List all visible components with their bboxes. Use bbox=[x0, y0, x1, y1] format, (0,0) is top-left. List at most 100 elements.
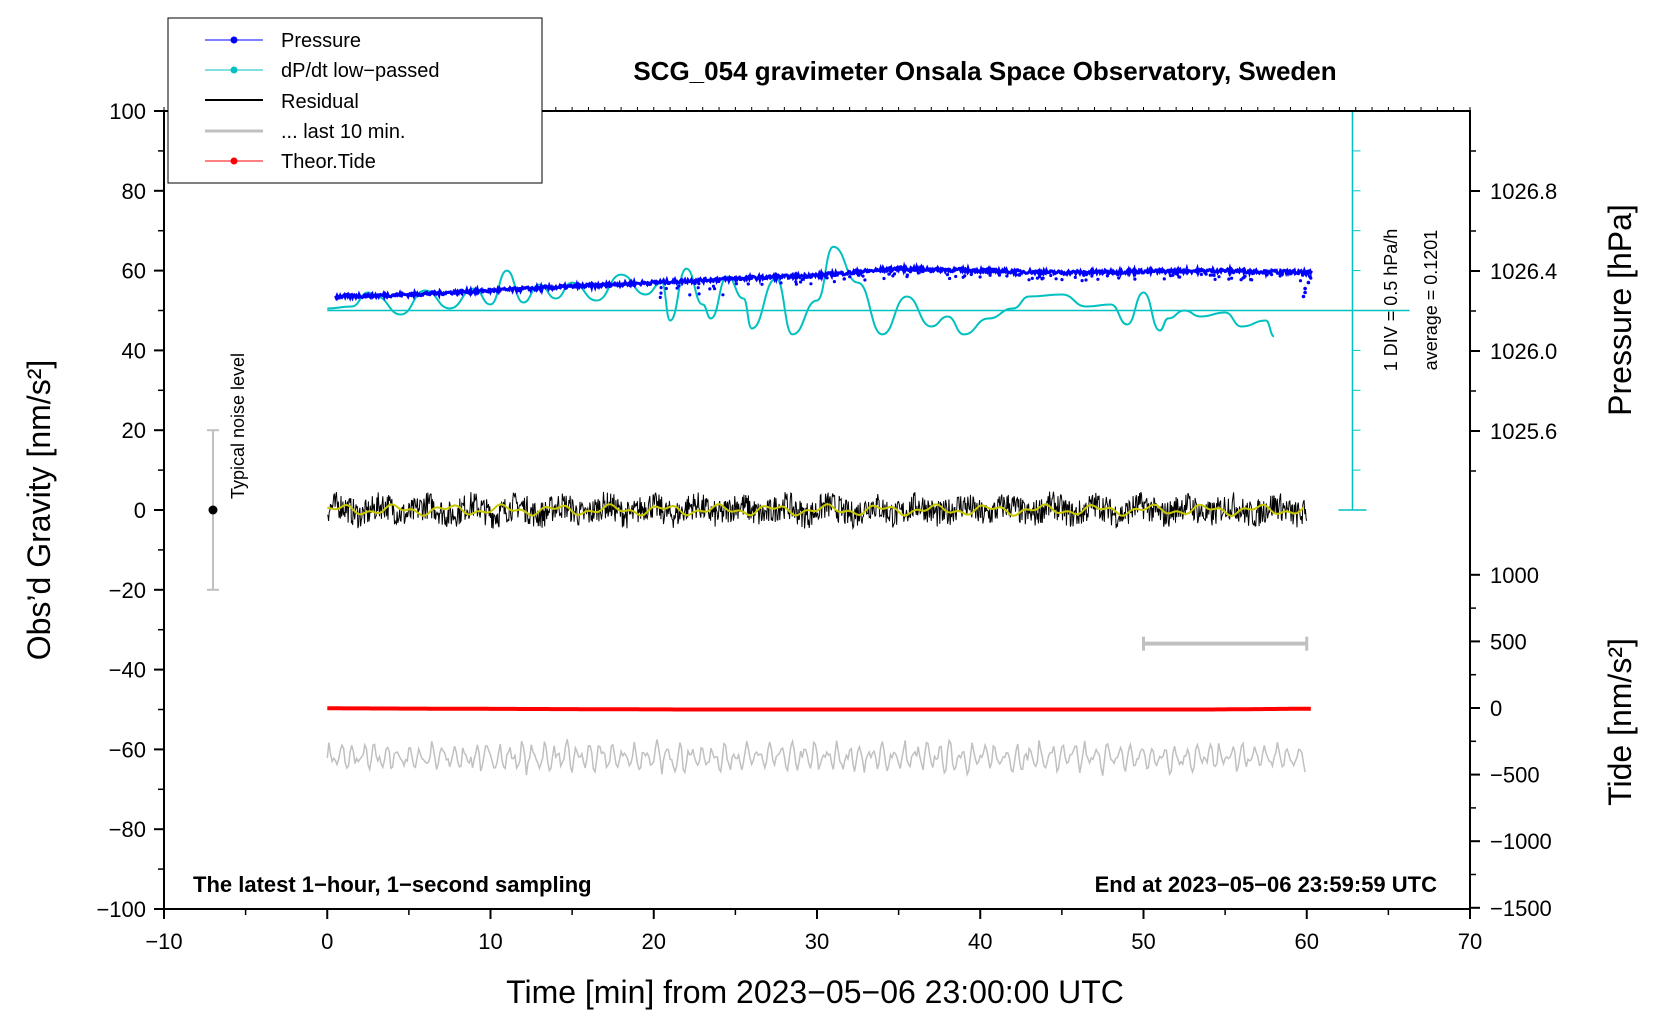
pressure-scatter-dot bbox=[1090, 274, 1094, 278]
tide-axis-title: Tide [nm/s²] bbox=[1602, 638, 1638, 806]
pressure-scatter-dot bbox=[903, 268, 907, 273]
pressure-scatter-dot bbox=[978, 275, 982, 279]
pressure-scatter-dot bbox=[1084, 278, 1088, 282]
pressure-scatter-dot bbox=[889, 268, 893, 272]
pressure-scatter-dot bbox=[842, 277, 846, 281]
pressure-scatter-dot bbox=[997, 273, 1002, 277]
pressure-scatter-dot bbox=[1301, 273, 1305, 277]
pressure-tick-label: 1026.0 bbox=[1490, 339, 1557, 364]
pressure-scatter-dot bbox=[1030, 276, 1034, 280]
pressure-scatter-dot bbox=[1133, 277, 1137, 281]
pressure-scatter-dot bbox=[916, 271, 921, 275]
pressure-scatter-dot bbox=[819, 276, 823, 280]
pressure-scatter-dot bbox=[1230, 269, 1234, 273]
y-tick-label: −20 bbox=[109, 578, 146, 603]
x-tick-label: 20 bbox=[642, 929, 666, 954]
pressure-scatter-dot bbox=[887, 272, 891, 276]
pressure-scatter-dot bbox=[1213, 277, 1217, 281]
y-tick-label: 20 bbox=[122, 418, 146, 443]
pressure-scatter-dot bbox=[1301, 294, 1306, 299]
pressure-scatter-dot bbox=[667, 281, 671, 285]
pressure-scatter-dot bbox=[1049, 273, 1053, 278]
pressure-scatter-dot bbox=[1239, 278, 1243, 282]
noise-label: Typical noise level bbox=[228, 353, 248, 499]
pressure-scatter-dot bbox=[1162, 277, 1166, 281]
legend-label-tide: Theor.Tide bbox=[281, 151, 376, 173]
pressure-line bbox=[334, 261, 1313, 302]
pressure-scatter-dot bbox=[1175, 272, 1179, 276]
pressure-scatter-dot bbox=[1054, 277, 1058, 281]
pressure-scatter-dot bbox=[1230, 276, 1234, 280]
legend-label-dpdt: dP/dt low−passed bbox=[281, 60, 439, 82]
pressure-scatter-dot bbox=[834, 273, 839, 277]
pressure-scatter-dot bbox=[1053, 271, 1057, 275]
pressure-scatter-dot bbox=[1306, 280, 1311, 285]
tide-tick-label: −500 bbox=[1490, 763, 1540, 788]
pressure-scatter-dot bbox=[1040, 277, 1044, 281]
right-note: End at 2023−05−06 23:59:59 UTC bbox=[1095, 872, 1438, 897]
div-label: 1 DIV = 0.5 hPa/h bbox=[1381, 229, 1401, 372]
y-tick-label: 0 bbox=[134, 498, 146, 523]
pressure-scatter-dot bbox=[861, 274, 865, 278]
pressure-scatter-dot bbox=[1014, 273, 1019, 277]
pressure-scatter-dot bbox=[1105, 274, 1109, 278]
pressure-scatter-dot bbox=[1027, 278, 1031, 282]
pressure-scatter-dot bbox=[905, 273, 910, 277]
pressure-scatter-dot bbox=[658, 295, 662, 299]
y-tick-label: 100 bbox=[109, 99, 146, 124]
y-tick-label: −60 bbox=[109, 737, 146, 762]
pressure-scatter-dot bbox=[988, 273, 992, 277]
pressure-scatter-dot bbox=[857, 273, 861, 277]
pressure-scatter-dot bbox=[697, 292, 701, 296]
tide-tick-label: 0 bbox=[1490, 696, 1502, 721]
y-tick-label: −80 bbox=[109, 817, 146, 842]
pressure-scatter-dot bbox=[1196, 269, 1200, 273]
last10-residual-line bbox=[326, 738, 1306, 778]
pressure-scatter-dot bbox=[1005, 274, 1009, 278]
series-layer bbox=[206, 110, 1410, 778]
pressure-scatter-dot bbox=[794, 282, 799, 286]
pressure-scatter-dot bbox=[717, 279, 721, 284]
tide-tick-label: −1000 bbox=[1490, 829, 1552, 854]
y-tick-label: 80 bbox=[122, 179, 146, 204]
pressure-scatter-dot bbox=[713, 287, 717, 291]
pressure-scatter-dot bbox=[1017, 273, 1022, 277]
pressure-scatter-dot bbox=[1117, 276, 1121, 280]
x-tick-label: 50 bbox=[1131, 929, 1155, 954]
pressure-scatter-dot bbox=[969, 272, 973, 277]
legend-marker-tide bbox=[230, 157, 238, 165]
pressure-scatter-dot bbox=[1265, 273, 1269, 277]
pressure-scatter-dot bbox=[832, 280, 837, 284]
noise-center-dot bbox=[208, 505, 218, 515]
pressure-scatter-dot bbox=[1009, 271, 1013, 275]
y-tick-label: 40 bbox=[122, 338, 146, 363]
pressure-scatter-dot bbox=[891, 274, 895, 278]
pressure-scatter-dot bbox=[879, 268, 883, 272]
x-tick-label: 70 bbox=[1458, 929, 1482, 954]
pressure-scatter-dot bbox=[1249, 277, 1253, 282]
legend-label-residual: Residual bbox=[281, 91, 359, 113]
pressure-tick-label: 1025.6 bbox=[1490, 419, 1557, 444]
residual-line bbox=[327, 491, 1308, 531]
pressure-scatter-dot bbox=[1073, 275, 1077, 279]
x-tick-label: 40 bbox=[968, 929, 992, 954]
x-axis-title: Time [min] from 2023−05−06 23:00:00 UTC bbox=[506, 974, 1124, 1010]
legend-marker-pressure bbox=[230, 36, 238, 44]
pressure-scatter-dot bbox=[848, 275, 852, 279]
pressure-scatter-dot bbox=[696, 286, 700, 290]
pressure-scatter-dot bbox=[734, 282, 739, 286]
pressure-scatter-dot bbox=[1060, 278, 1064, 282]
pressure-scatter-dot bbox=[954, 274, 958, 279]
pressure-scatter-dot bbox=[1278, 274, 1282, 278]
residual-smooth-line bbox=[327, 502, 1305, 518]
pressure-scatter-dot bbox=[882, 276, 886, 281]
pressure-scatter-dot bbox=[908, 270, 913, 274]
pressure-scatter-dot bbox=[945, 273, 950, 277]
legend: Pressure dP/dt low−passed Residual ... l… bbox=[167, 17, 543, 184]
pressure-scatter-dot bbox=[809, 282, 813, 286]
pressure-scatter-dot bbox=[947, 268, 951, 272]
pressure-scatter-dot bbox=[1308, 274, 1312, 279]
pressure-scatter-dot bbox=[779, 281, 783, 285]
tide-tick-label: 1000 bbox=[1490, 563, 1539, 588]
